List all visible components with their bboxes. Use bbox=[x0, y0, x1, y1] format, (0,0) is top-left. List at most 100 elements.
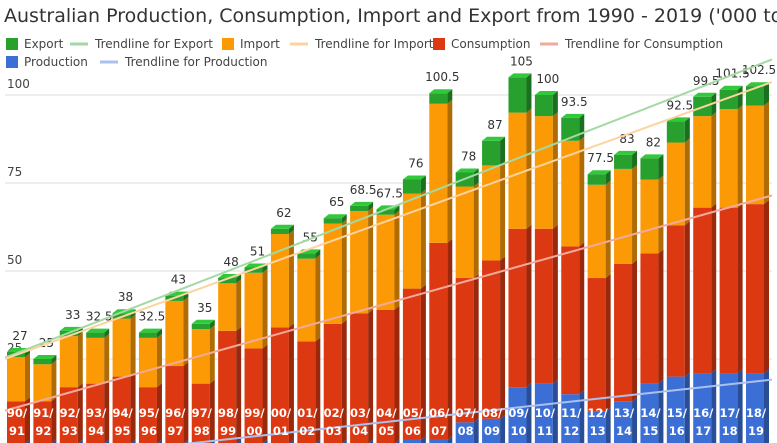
legend-label: Trendline for Consumption bbox=[564, 37, 723, 51]
bar-side bbox=[552, 91, 558, 117]
bar-side bbox=[288, 224, 294, 235]
bar-segment bbox=[587, 174, 606, 185]
bar-side bbox=[262, 268, 268, 349]
bar-side bbox=[183, 296, 189, 367]
bar-segment bbox=[719, 109, 738, 208]
bar-segment bbox=[508, 77, 527, 113]
x-tick-label: 91/92 bbox=[33, 406, 54, 438]
bar-segment bbox=[746, 86, 764, 106]
bar-side bbox=[500, 136, 506, 166]
bar-side bbox=[104, 379, 110, 443]
x-tick-label: 12/13 bbox=[587, 406, 608, 438]
x-tick-label: 15/16 bbox=[666, 406, 687, 438]
bar-segment bbox=[719, 373, 738, 443]
legend-label: Trendline for Import bbox=[314, 37, 434, 51]
total-label: 33 bbox=[65, 308, 80, 322]
bar-segment bbox=[191, 383, 210, 443]
bar-side bbox=[632, 150, 638, 169]
bar-top bbox=[323, 214, 347, 219]
bar-segment bbox=[746, 204, 764, 374]
bar-segment bbox=[270, 327, 289, 443]
bar-side bbox=[658, 175, 664, 254]
bar-side bbox=[420, 175, 426, 194]
bar-segment bbox=[640, 158, 659, 180]
bar-side bbox=[605, 274, 611, 412]
bar-side bbox=[605, 180, 611, 279]
bar-top bbox=[508, 73, 532, 78]
bar-side bbox=[684, 138, 690, 226]
bar-side bbox=[552, 112, 558, 229]
bar-side bbox=[394, 210, 400, 310]
bar-segment bbox=[508, 387, 527, 443]
bar-side bbox=[711, 203, 717, 374]
bar-side bbox=[157, 439, 162, 443]
bar-side bbox=[764, 200, 769, 374]
bar-top bbox=[270, 224, 294, 229]
bar-side bbox=[236, 274, 242, 284]
bar-segment bbox=[33, 359, 52, 365]
bar-segment bbox=[587, 278, 606, 412]
bar-segment bbox=[534, 228, 553, 384]
x-tick-label: 95/96 bbox=[138, 406, 160, 438]
x-tick-label: 05/06 bbox=[402, 406, 423, 438]
total-label: 65 bbox=[329, 195, 344, 209]
bar-segment bbox=[7, 357, 25, 402]
legend-swatch bbox=[6, 56, 18, 68]
bar-segment bbox=[323, 218, 342, 224]
bar-side bbox=[632, 397, 638, 443]
bar-segment bbox=[59, 336, 78, 388]
bar-segment bbox=[7, 401, 25, 443]
legend-label: Consumption bbox=[451, 37, 530, 51]
bar-side bbox=[764, 82, 769, 106]
bar-segment bbox=[482, 418, 501, 443]
bar-segment bbox=[376, 309, 395, 443]
x-tick-label: 14/15 bbox=[640, 406, 661, 438]
bar-segment bbox=[112, 376, 131, 443]
bar-segment bbox=[455, 186, 474, 279]
bar-segment bbox=[86, 337, 105, 384]
bar-side bbox=[51, 355, 57, 365]
total-label: 51 bbox=[250, 244, 265, 258]
total-label: 100 bbox=[536, 72, 559, 86]
bar-side bbox=[605, 170, 611, 185]
bar-segment bbox=[270, 228, 289, 235]
bar-segment bbox=[587, 411, 606, 443]
total-label: 100.5 bbox=[425, 70, 459, 84]
bar-top bbox=[429, 89, 453, 94]
x-tick-label: 98/99 bbox=[218, 406, 239, 438]
bar-side bbox=[262, 263, 268, 273]
bar-segment bbox=[614, 168, 633, 264]
bar-top bbox=[719, 85, 743, 90]
total-label: 105 bbox=[510, 54, 533, 68]
bar-side bbox=[25, 397, 30, 443]
bar-segment bbox=[59, 387, 78, 443]
bar-side bbox=[526, 73, 532, 113]
bar-side bbox=[684, 372, 690, 443]
bar-side bbox=[77, 332, 83, 388]
bar-segment bbox=[297, 253, 316, 259]
x-tick-label: 90/91 bbox=[6, 406, 28, 438]
bar-segment bbox=[218, 330, 237, 443]
bar-side bbox=[500, 161, 506, 261]
bar-side bbox=[552, 379, 558, 443]
bar-side bbox=[156, 383, 162, 443]
total-label: 32.5 bbox=[139, 310, 166, 324]
bar-top bbox=[138, 328, 162, 333]
bar-segment bbox=[429, 103, 448, 243]
bar-segment bbox=[112, 318, 131, 377]
total-label: 99.5 bbox=[693, 74, 720, 88]
bar-segment bbox=[508, 112, 527, 229]
bar-side bbox=[447, 435, 453, 443]
bar-side bbox=[632, 259, 638, 402]
bar-segment bbox=[191, 323, 210, 330]
x-tick-label: 10/11 bbox=[534, 406, 555, 438]
bar-side bbox=[341, 319, 347, 443]
bar-segment bbox=[138, 387, 157, 443]
bar-segment bbox=[350, 313, 369, 443]
bar-segment bbox=[376, 209, 395, 215]
bar-side bbox=[156, 333, 162, 388]
bar-side bbox=[420, 189, 426, 289]
bar-side bbox=[711, 92, 717, 117]
trendline bbox=[184, 378, 773, 443]
